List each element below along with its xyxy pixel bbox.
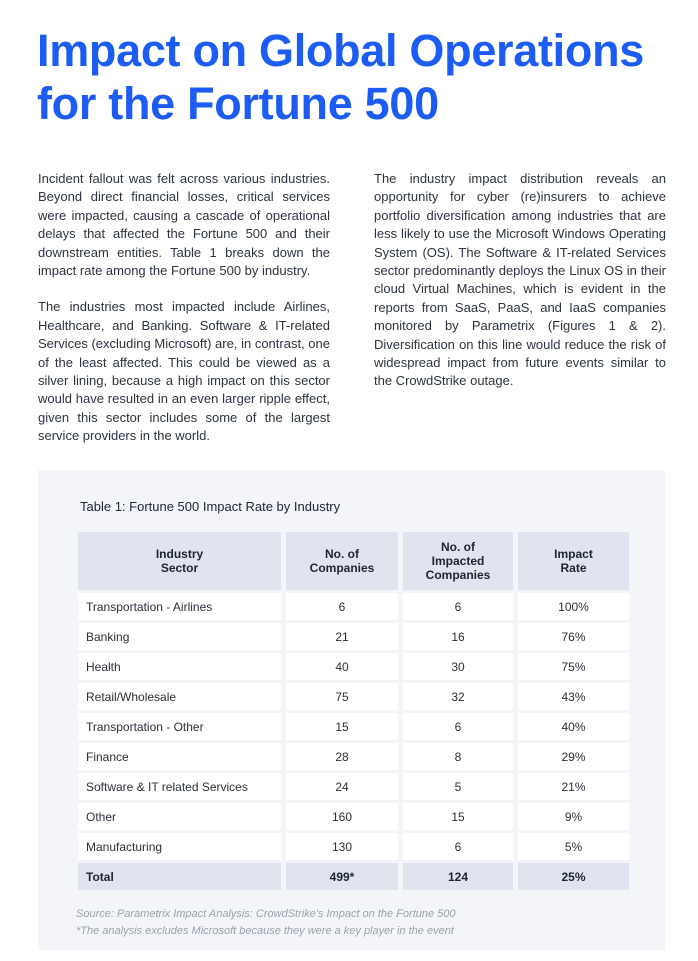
table-row: Retail/Wholesale 75 32 43% <box>78 683 629 710</box>
cell-impacted: 8 <box>403 743 513 770</box>
table-row: Finance 28 8 29% <box>78 743 629 770</box>
cell-rate: 29% <box>518 743 629 770</box>
table-row: Transportation - Other 15 6 40% <box>78 713 629 740</box>
paragraph: Incident fallout was felt across various… <box>38 171 330 279</box>
cell-sector: Retail/Wholesale <box>78 683 281 710</box>
cell-companies: 130 <box>286 833 398 860</box>
cell-rate: 25% <box>518 863 629 890</box>
cell-impacted: 16 <box>403 623 513 650</box>
cell-companies: 28 <box>286 743 398 770</box>
cell-rate: 40% <box>518 713 629 740</box>
left-column: Incident fallout was felt across various… <box>38 170 330 464</box>
footnote: *The analysis excludes Microsoft because… <box>76 925 454 937</box>
cell-impacted: 5 <box>403 773 513 800</box>
cell-sector: Health <box>78 653 281 680</box>
cell-companies: 15 <box>286 713 398 740</box>
table-row: Software & IT related Services 24 5 21% <box>78 773 629 800</box>
cell-rate: 75% <box>518 653 629 680</box>
cell-sector: Total <box>78 863 281 890</box>
cell-impacted: 32 <box>403 683 513 710</box>
table-header-row: Industry Sector No. of Companies No. of … <box>78 532 629 590</box>
cell-sector: Manufacturing <box>78 833 281 860</box>
cell-rate: 9% <box>518 803 629 830</box>
cell-companies: 75 <box>286 683 398 710</box>
cell-companies: 24 <box>286 773 398 800</box>
paragraph: The industries most impacted include Air… <box>38 299 330 444</box>
table-row: Banking 21 16 76% <box>78 623 629 650</box>
cell-companies: 21 <box>286 623 398 650</box>
cell-companies: 160 <box>286 803 398 830</box>
table-row: Health 40 30 75% <box>78 653 629 680</box>
page-title: Impact on Global Operations for the Fort… <box>37 25 644 129</box>
cell-rate: 43% <box>518 683 629 710</box>
table-total-row: Total 499* 124 25% <box>78 863 629 890</box>
cell-sector: Transportation - Airlines <box>78 593 281 620</box>
cell-impacted: 6 <box>403 713 513 740</box>
cell-companies: 6 <box>286 593 398 620</box>
table-row: Manufacturing 130 6 5% <box>78 833 629 860</box>
cell-impacted: 124 <box>403 863 513 890</box>
header-industry-sector: Industry Sector <box>78 532 281 590</box>
cell-impacted: 15 <box>403 803 513 830</box>
cell-sector: Software & IT related Services <box>78 773 281 800</box>
source-note: Source: Parametrix Impact Analysis: Crow… <box>76 908 456 920</box>
header-companies: No. of Companies <box>286 532 398 590</box>
right-column: The industry impact distribution reveals… <box>374 170 666 409</box>
cell-impacted: 6 <box>403 833 513 860</box>
cell-rate: 5% <box>518 833 629 860</box>
table-caption: Table 1: Fortune 500 Impact Rate by Indu… <box>80 499 341 514</box>
cell-rate: 100% <box>518 593 629 620</box>
cell-companies: 40 <box>286 653 398 680</box>
table-source: Source: Parametrix Impact Analysis: Crow… <box>76 906 456 940</box>
cell-sector: Finance <box>78 743 281 770</box>
cell-impacted: 30 <box>403 653 513 680</box>
paragraph: The industry impact distribution reveals… <box>374 171 666 389</box>
cell-sector: Banking <box>78 623 281 650</box>
header-impact-rate: Impact Rate <box>518 532 629 590</box>
cell-sector: Transportation - Other <box>78 713 281 740</box>
cell-impacted: 6 <box>403 593 513 620</box>
cell-companies: 499* <box>286 863 398 890</box>
cell-sector: Other <box>78 803 281 830</box>
header-impacted-companies: No. of Impacted Companies <box>403 532 513 590</box>
cell-rate: 21% <box>518 773 629 800</box>
table-row: Transportation - Airlines 6 6 100% <box>78 593 629 620</box>
table-panel: Table 1: Fortune 500 Impact Rate by Indu… <box>38 470 665 950</box>
cell-rate: 76% <box>518 623 629 650</box>
table-row: Other 160 15 9% <box>78 803 629 830</box>
impact-table: Industry Sector No. of Companies No. of … <box>73 529 634 893</box>
